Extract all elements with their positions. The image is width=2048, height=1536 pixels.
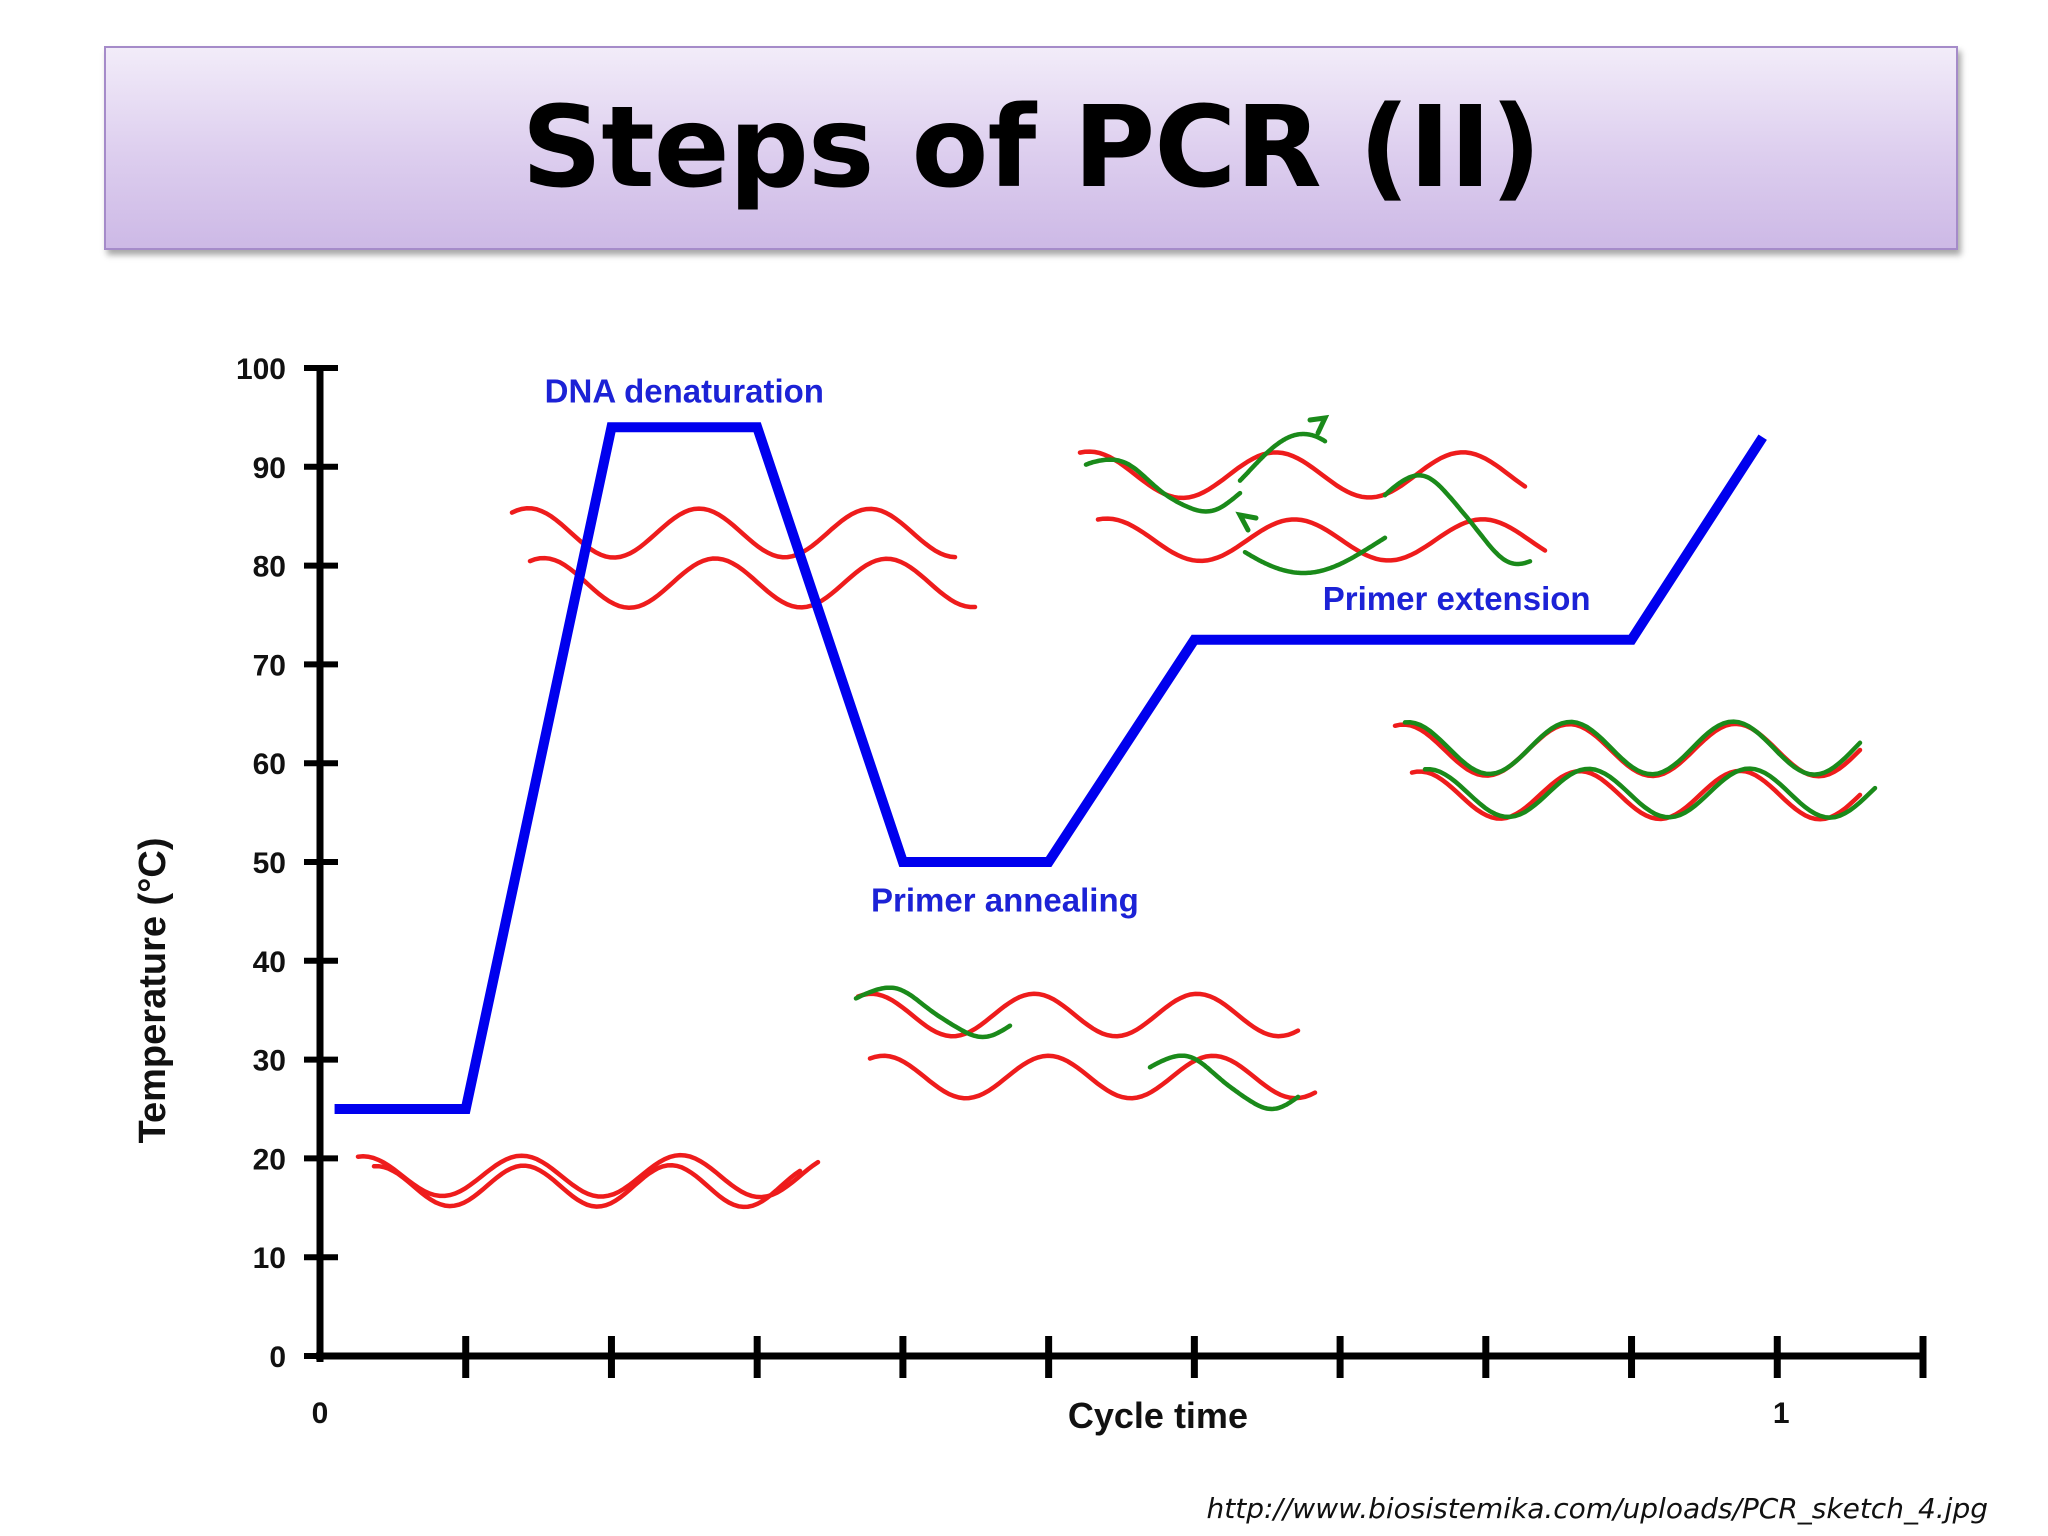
dna-strand <box>527 555 978 610</box>
primer-strand <box>1242 535 1388 576</box>
primer-arrowhead <box>1235 511 1259 533</box>
dna-strand <box>1392 721 1863 779</box>
y-tick-label: 50 <box>253 847 286 880</box>
y-tick-label: 10 <box>253 1242 286 1275</box>
dna-strand <box>1409 768 1863 822</box>
axes <box>304 365 1927 1378</box>
phase-label: Primer annealing <box>871 881 1139 918</box>
primer-strand <box>853 985 1013 1040</box>
dna-strand <box>867 1053 1318 1101</box>
title-banner: Steps of PCR (II) <box>104 46 1958 250</box>
primer-strand <box>1147 1053 1301 1112</box>
series-layer <box>334 422 1767 1114</box>
dna-strand <box>1095 516 1548 564</box>
x-tick-label: 0 <box>312 1397 329 1430</box>
y-tick-label: 30 <box>253 1045 286 1078</box>
temperature-series-line <box>334 422 1767 1114</box>
labels: 0 10 20 30 40 50 60 70 80 90 100 0 1 Cycle time Temper… <box>132 353 1790 1436</box>
dna-strand <box>371 1163 803 1210</box>
dna-strand <box>855 991 1301 1039</box>
y-tick-label: 40 <box>253 946 286 979</box>
y-tick-label: 80 <box>253 551 286 584</box>
y-tick-label: 70 <box>253 649 286 682</box>
y-tick-label: 0 <box>269 1341 286 1374</box>
y-tick-label: 90 <box>253 452 286 485</box>
primer-strand <box>1402 719 1863 777</box>
primer-arrowhead <box>1307 414 1330 436</box>
y-tick-label: 20 <box>253 1143 286 1176</box>
primer-strand <box>1237 431 1328 483</box>
slide-title: Steps of PCR (II) <box>521 83 1542 213</box>
source-citation: http://www.biosistemika.com/uploads/PCR_… <box>1206 1492 1988 1525</box>
primer-strand <box>1382 473 1533 567</box>
dna-strand <box>1077 449 1528 501</box>
y-axis-title: Temperature (°C) <box>132 838 174 1144</box>
y-tick-label: 100 <box>236 353 286 386</box>
dna-strand <box>355 1152 821 1200</box>
x-axis-title: Cycle time <box>1068 1395 1248 1436</box>
y-tick-label: 60 <box>253 748 286 781</box>
phase-label: DNA denaturation <box>545 373 824 410</box>
primer-strand <box>1422 766 1878 820</box>
primer-strand <box>1083 457 1243 514</box>
x-tick-label: 1 <box>1773 1397 1790 1430</box>
phase-label: Primer extension <box>1323 580 1591 617</box>
dna-strand <box>509 506 958 560</box>
